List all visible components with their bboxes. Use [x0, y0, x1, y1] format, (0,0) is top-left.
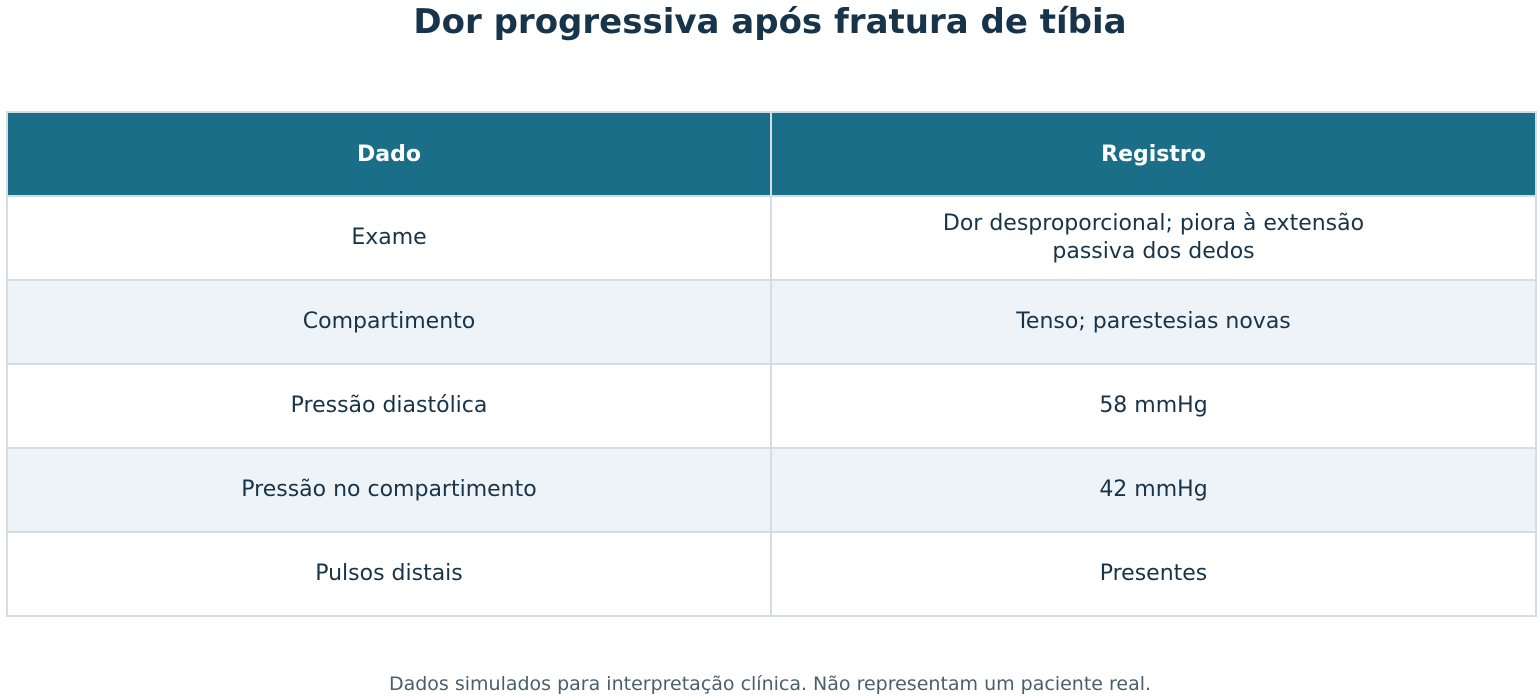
table-cell-dado: Pressão diastólica [6, 363, 772, 449]
table-cell-dado: Compartimento [6, 279, 772, 365]
table-row: Pulsos distais Presentes [6, 531, 1537, 617]
column-header-registro: Registro [770, 111, 1537, 197]
footnote: Dados simulados para interpretação clíni… [388, 673, 1152, 695]
table-cell-registro: 42 mmHg [770, 447, 1537, 533]
table-row: Compartimento Tenso; parestesias novas [6, 279, 1537, 365]
table-cell-registro-text: Dor desproporcional; piora à extensão pa… [942, 211, 1365, 264]
table-row: Pressão no compartimento 42 mmHg [6, 447, 1537, 533]
table-row: Pressão diastólica 58 mmHg [6, 363, 1537, 449]
table-header-row: Dado Registro [6, 111, 1537, 197]
table-cell-registro: 58 mmHg [770, 363, 1537, 449]
column-header-dado: Dado [6, 111, 772, 197]
table-cell-dado: Pressão no compartimento [6, 447, 772, 533]
table-cell-dado: Pulsos distais [6, 531, 772, 617]
table-cell-dado: Exame [6, 195, 772, 281]
table-row: Exame Dor desproporcional; piora à exten… [6, 195, 1537, 281]
table-cell-registro: Tenso; parestesias novas [770, 279, 1537, 365]
data-table: Dado Registro Exame Dor desproporcional;… [6, 111, 1537, 617]
table-cell-registro: Presentes [770, 531, 1537, 617]
chart-title: Dor progressiva após fratura de tíbia [413, 2, 1127, 42]
table-cell-registro: Dor desproporcional; piora à extensão pa… [770, 195, 1537, 281]
